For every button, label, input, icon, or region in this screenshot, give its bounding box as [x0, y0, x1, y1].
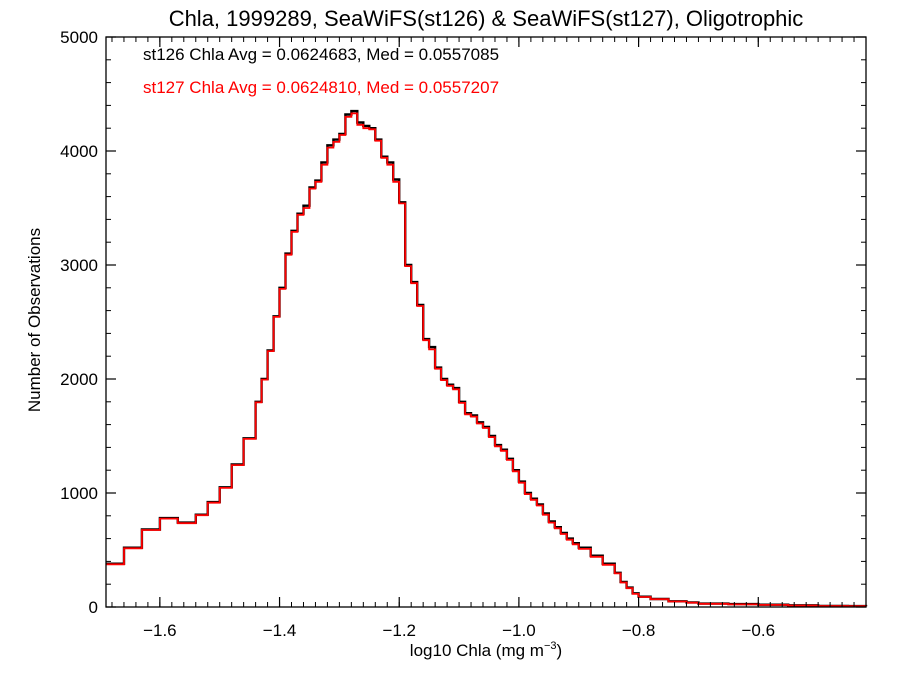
- tick-layer: −1.6 −1.4 −1.2 −1.0 −0.8 −0.6 0 1000 2000 3000 400…: [60, 28, 866, 640]
- stats-annotation: st126 Chla Avg = 0.0624683, Med = 0.0557…: [143, 45, 499, 64]
- x-axis-label-superscript: −3: [544, 640, 557, 652]
- x-tick-label: −1.4: [263, 621, 297, 640]
- x-axis-label-main: log10 Chla (mg m: [410, 641, 544, 660]
- y-tick-label: 1000: [60, 484, 98, 503]
- x-tick-label: −0.8: [622, 621, 656, 640]
- x-tick-label: −1.0: [502, 621, 536, 640]
- y-tick-label: 0: [89, 598, 98, 617]
- x-tick-label: −1.2: [382, 621, 416, 640]
- series-line-st127: [106, 112, 867, 608]
- y-tick-label: 5000: [60, 28, 98, 47]
- y-axis-label: Number of Observations: [25, 228, 44, 412]
- x-tick-label: −0.6: [742, 621, 776, 640]
- y-tick-label: 3000: [60, 256, 98, 275]
- y-tick-label: 4000: [60, 142, 98, 161]
- annotation-layer: st126 Chla Avg = 0.0624683, Med = 0.0557…: [143, 45, 499, 97]
- plot-frame: [105, 36, 867, 608]
- chart-title: Chla, 1999289, SeaWiFS(st126) & SeaWiFS(…: [169, 6, 804, 31]
- series-line-st126: [106, 109, 868, 608]
- x-tick-label: −1.6: [143, 621, 177, 640]
- x-axis-label: log10 Chla (mg m−3): [410, 640, 562, 660]
- series-layer: [106, 109, 868, 608]
- stats-annotation: st127 Chla Avg = 0.0624810, Med = 0.0557…: [143, 78, 499, 97]
- x-axis-label-close: ): [557, 641, 563, 660]
- y-tick-label: 2000: [60, 370, 98, 389]
